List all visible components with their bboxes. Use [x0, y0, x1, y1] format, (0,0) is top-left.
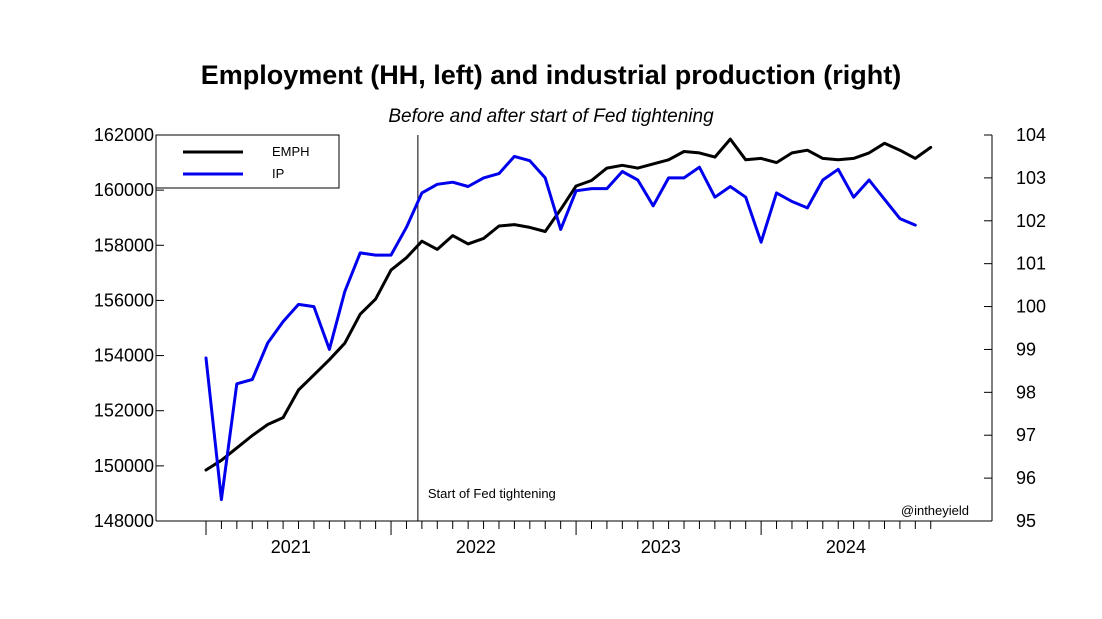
left-tick-label: 162000	[94, 125, 154, 145]
legend-label-emph: EMPH	[272, 144, 310, 159]
series-layer	[204, 137, 933, 502]
x-year-label: 2021	[271, 537, 311, 557]
right-tick-label: 98	[1016, 382, 1036, 402]
right-tick-label: 99	[1016, 339, 1036, 359]
left-tick-label: 160000	[94, 180, 154, 200]
right-tick-label: 100	[1016, 297, 1046, 317]
right-tick-label: 97	[1016, 425, 1036, 445]
right-tick-label: 95	[1016, 511, 1036, 531]
right-tick-label: 104	[1016, 125, 1046, 145]
legend-box	[155, 134, 340, 189]
left-tick-label: 158000	[94, 235, 154, 255]
right-tick-label: 103	[1016, 168, 1046, 188]
legend: EMPH IP	[155, 134, 340, 189]
watermark: @intheyield	[901, 503, 969, 518]
x-axis-year-labels: 2021 2022 2023 2024	[271, 537, 866, 557]
fed-tightening-annotation: Start of Fed tightening	[428, 486, 556, 501]
series-line-ip	[204, 154, 917, 502]
left-tick-label: 150000	[94, 456, 154, 476]
right-tick-label: 101	[1016, 254, 1046, 274]
left-tick-label: 156000	[94, 290, 154, 310]
left-tick-label: 152000	[94, 401, 154, 421]
right-axis-ticks: 95 96 97 98 99 100 101 102 103 104	[984, 125, 1046, 531]
x-axis-ticks	[205, 521, 932, 535]
left-tick-label: 154000	[94, 346, 154, 366]
x-year-label: 2024	[826, 537, 866, 557]
left-tick-label: 148000	[94, 511, 154, 531]
chart-title: Employment (HH, left) and industrial pro…	[201, 60, 901, 90]
series-line-emph	[204, 137, 933, 472]
left-axis-ticks: 148000 150000 152000 154000 156000 158000 1600…	[94, 125, 164, 531]
right-tick-label: 102	[1016, 211, 1046, 231]
x-year-label: 2023	[641, 537, 681, 557]
chart-subtitle: Before and after start of Fed tightening	[388, 106, 714, 127]
x-year-label: 2022	[456, 537, 496, 557]
axes	[155, 135, 993, 522]
right-tick-label: 96	[1016, 468, 1036, 488]
legend-label-ip: IP	[272, 166, 284, 181]
